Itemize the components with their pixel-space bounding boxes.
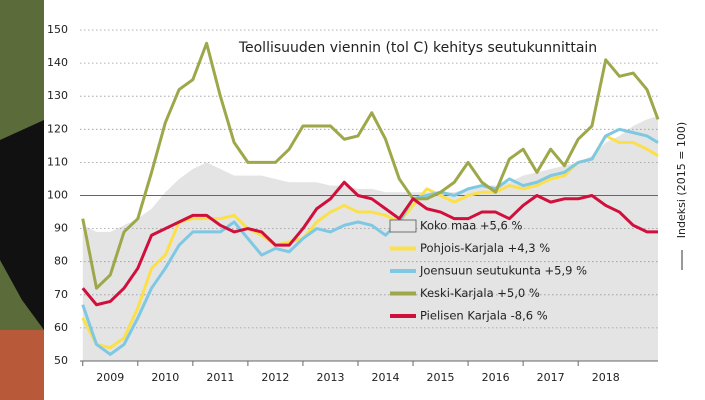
x-tick-label: 2011 (206, 371, 234, 384)
legend-swatch (389, 219, 417, 233)
y-tick-label: 80 (54, 255, 68, 268)
y-tick-label: 50 (54, 354, 68, 367)
photo-roof (0, 330, 44, 400)
y-tick-label: 100 (47, 189, 68, 202)
y-tick-label: 120 (47, 122, 68, 135)
legend-label: Pielisen Karjala -8,6 % (420, 309, 548, 323)
y-tick-label: 70 (54, 288, 68, 301)
line (81, 180, 658, 307)
legend-label: Joensuun seutukunta +5,9 % (419, 264, 587, 278)
x-tick-label: 2016 (482, 371, 510, 384)
legend-label: Pohjois-Karjala +4,3 % (420, 241, 550, 255)
y-tick-label: 130 (47, 89, 68, 102)
x-tick-label: 2017 (537, 371, 565, 384)
x-tick-label: 2014 (372, 371, 400, 384)
line (81, 41, 660, 290)
chart-title: Teollisuuden viennin (tol C) kehitys seu… (238, 40, 597, 56)
x-tick-label: 2010 (151, 371, 179, 384)
x-tick-label: 2013 (316, 371, 344, 384)
x-tick-label: 2012 (261, 371, 289, 384)
y-tick-label: 90 (54, 222, 68, 235)
line (81, 127, 659, 356)
legend-label: Koko maa +5,6 % (420, 219, 522, 233)
y-tick-label: 140 (47, 56, 68, 69)
x-tick-label: 2009 (96, 371, 124, 384)
x-tick-label: 2018 (592, 371, 620, 384)
y-axis-label: Indeksi (2015 = 100) (675, 122, 688, 238)
legend-label: Keski-Karjala +5,0 % (420, 286, 540, 300)
y-tick-label: 150 (47, 23, 68, 36)
x-tick-label: 2015 (427, 371, 455, 384)
y-tick-label: 60 (54, 321, 68, 334)
photo-shape (0, 120, 44, 330)
y-tick-label: 110 (47, 155, 68, 168)
area (82, 116, 658, 361)
